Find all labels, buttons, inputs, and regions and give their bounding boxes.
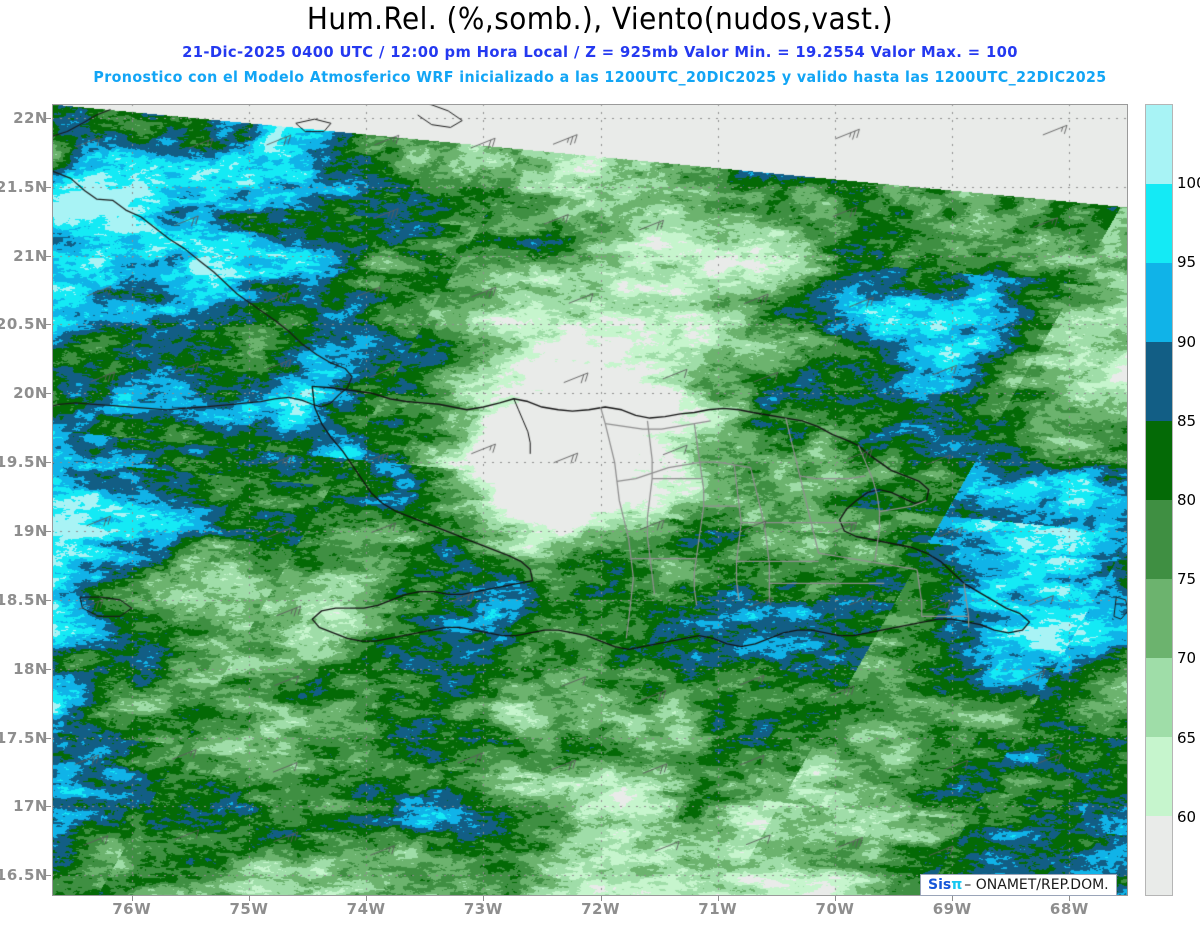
page-title: Hum.Rel. (%,somb.), Viento(nudos,vast.) <box>306 2 894 37</box>
colorbar-band <box>1146 500 1172 579</box>
longitude-tick-label: 76W <box>112 900 152 918</box>
latitude-tick-label: 21N <box>13 246 48 265</box>
latitude-tick-mark <box>46 806 51 808</box>
model-init-line: Pronostico con el Modelo Atmosferico WRF… <box>93 68 1107 86</box>
coastline-wind-overlay-layer <box>52 104 1128 896</box>
latitude-tick-label: 19.5N <box>0 453 48 472</box>
latitude-tick-mark <box>46 324 51 326</box>
agency-logo-badge: Sis π – ONAMET/REP.DOM. <box>920 874 1117 896</box>
longitude-tick-label: 69W <box>932 900 972 918</box>
colorbar-tick-label: 85 <box>1177 411 1197 430</box>
latitude-tick-mark <box>46 186 51 188</box>
longitude-tick-label: 74W <box>346 900 386 918</box>
colorbar-tick-label: 100 <box>1177 174 1200 193</box>
latitude-tick-label: 17.5N <box>0 728 48 747</box>
latitude-tick-label: 22N <box>13 108 48 127</box>
colorbar-band <box>1146 105 1172 184</box>
longitude-tick-label: 68W <box>1049 900 1089 918</box>
longitude-tick-mark <box>366 896 368 901</box>
colorbar-tick-label: 95 <box>1177 253 1197 272</box>
latitude-tick-label: 20.5N <box>0 315 48 334</box>
colorbar-tick-label: 70 <box>1177 649 1197 668</box>
longitude-tick-mark <box>834 896 836 901</box>
colorbar-band <box>1146 737 1172 816</box>
chart-header: Hum.Rel. (%,somb.), Viento(nudos,vast.) … <box>0 0 1200 95</box>
latitude-tick-label: 17N <box>13 797 48 816</box>
colorbar-band <box>1146 658 1172 737</box>
longitude-tick-label: 70W <box>815 900 855 918</box>
latitude-tick-label: 19N <box>13 521 48 540</box>
latitude-tick-label: 21.5N <box>0 177 48 196</box>
logo-sis-text: Sis <box>928 877 952 893</box>
latitude-tick-mark <box>46 875 51 877</box>
colorbar-band <box>1146 184 1172 263</box>
colorbar-tick-labels: 60 65 70 75 80 85 90 95 100 <box>1177 104 1200 896</box>
latitude-tick-mark <box>46 462 51 464</box>
colorbar-band <box>1146 342 1172 421</box>
latitude-tick-mark <box>46 737 51 739</box>
humidity-colorbar[interactable] <box>1145 104 1173 896</box>
latitude-tick-mark <box>46 117 51 119</box>
latitude-tick-label: 16.5N <box>0 866 48 885</box>
latitude-tick-mark <box>46 255 51 257</box>
map-plot-area[interactable] <box>52 104 1128 896</box>
colorbar-band <box>1146 421 1172 500</box>
latitude-tick-mark <box>46 668 51 670</box>
logo-pi-icon: π <box>951 877 963 893</box>
colorbar-band <box>1146 579 1172 658</box>
longitude-tick-label: 72W <box>581 900 621 918</box>
colorbar-tick-label: 65 <box>1177 728 1197 747</box>
longitude-tick-mark <box>600 896 602 901</box>
longitude-tick-mark <box>483 896 485 901</box>
logo-agency-text: – ONAMET/REP.DOM. <box>964 877 1109 893</box>
longitude-tick-mark <box>1069 896 1071 901</box>
colorbar-band <box>1146 816 1172 895</box>
longitude-tick-mark <box>131 896 133 901</box>
colorbar-tick-label: 90 <box>1177 332 1197 351</box>
colorbar-tick-label: 80 <box>1177 491 1197 509</box>
latitude-tick-label: 18N <box>13 659 48 678</box>
latitude-tick-label: 18.5N <box>0 590 48 609</box>
longitude-tick-mark <box>952 896 954 901</box>
longitude-tick-label: 73W <box>463 900 503 918</box>
latitude-tick-mark <box>46 393 51 395</box>
latitude-tick-label: 20N <box>13 384 48 403</box>
colorbar-tick-label: 60 <box>1177 807 1197 826</box>
latitude-tick-mark <box>46 530 51 532</box>
longitude-tick-mark <box>717 896 719 901</box>
colorbar-tick-label: 75 <box>1177 570 1197 589</box>
longitude-tick-label: 71W <box>698 900 738 918</box>
longitude-tick-label: 75W <box>229 900 269 918</box>
latitude-tick-mark <box>46 599 51 601</box>
colorbar-band <box>1146 263 1172 342</box>
forecast-valid-line: 21-Dic-2025 0400 UTC / 12:00 pm Hora Loc… <box>182 43 1018 61</box>
longitude-tick-mark <box>248 896 250 901</box>
